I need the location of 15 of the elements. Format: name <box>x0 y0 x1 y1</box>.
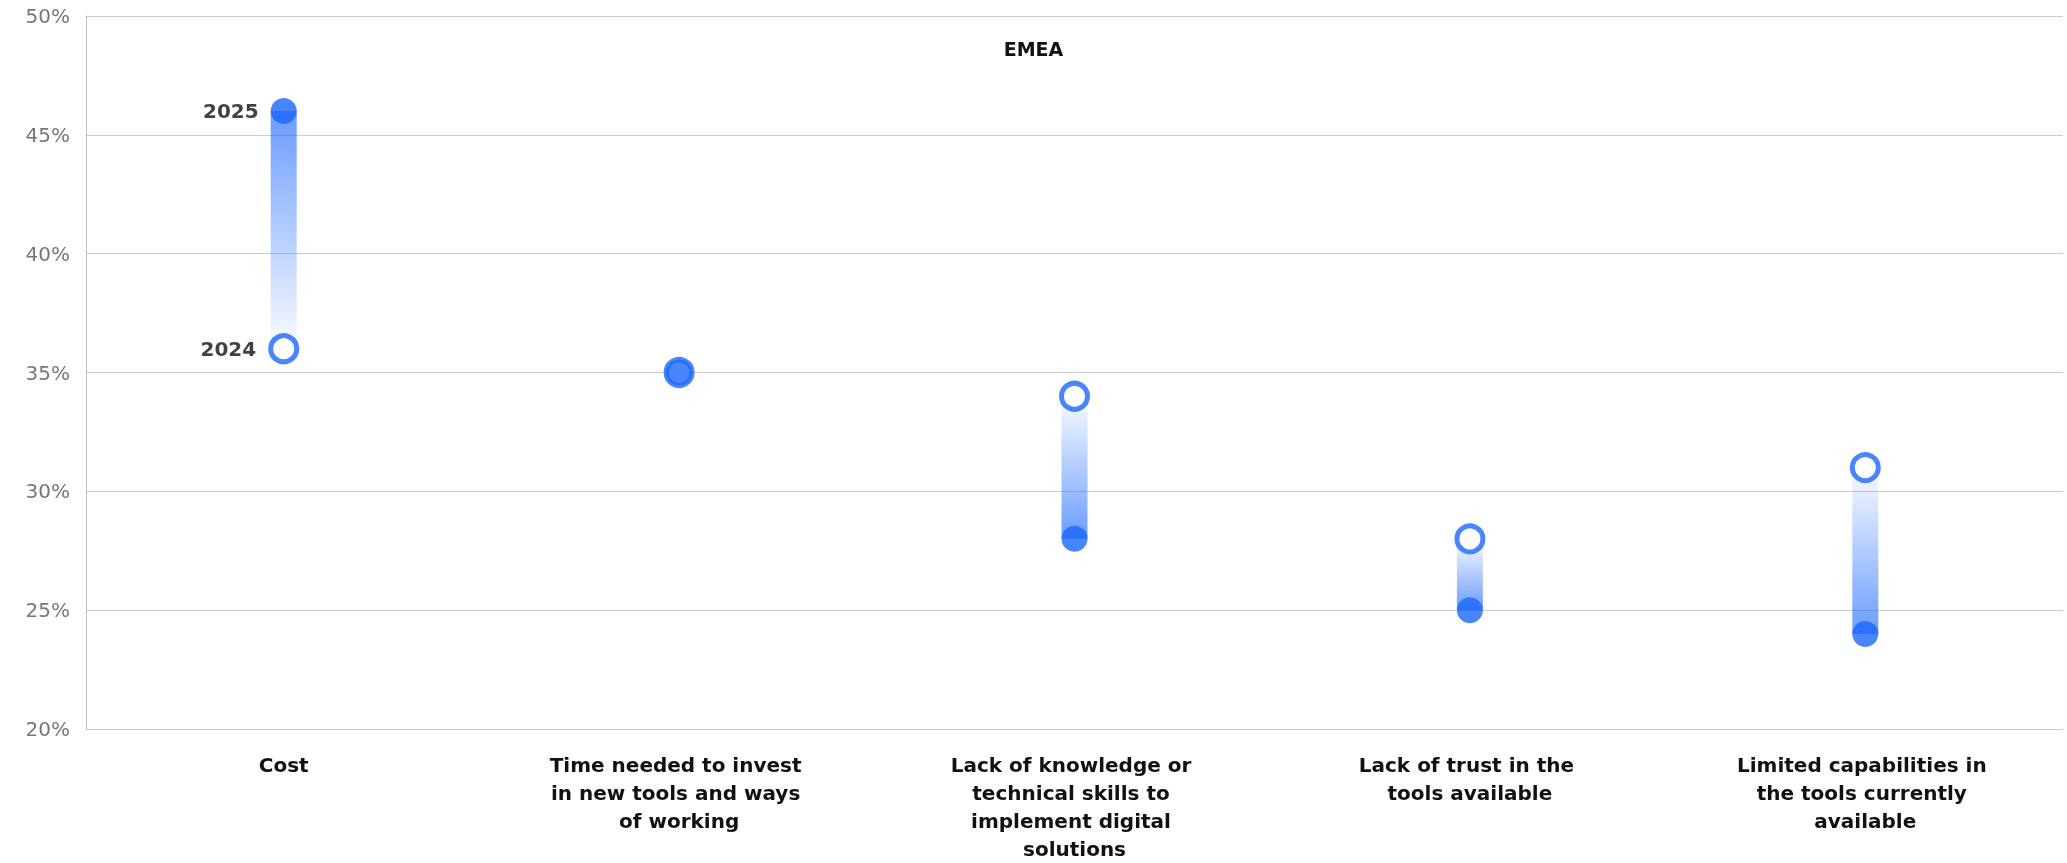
x-tick-label: Limited capabilities in the tools currently available <box>1736 753 1994 833</box>
x-tick-label: Cost <box>258 753 310 777</box>
y-tick-label: 25% <box>25 598 70 623</box>
x-tick-label: Lack of knowledge or technical skills to implement digital solutions <box>950 753 1199 861</box>
text: EMEA <box>1003 37 1064 60</box>
y-tick-label: 40% <box>25 241 70 266</box>
y-tick-label: 50% <box>25 4 70 28</box>
series-label: 2024 <box>200 336 257 361</box>
y-tick-label: 45% <box>25 122 70 147</box>
series-label: 2025 <box>203 99 259 124</box>
y-tick-label: 20% <box>25 717 70 741</box>
y-tick-label: 35% <box>25 360 70 385</box>
x-tick-label: Lack of trust in the tools available <box>1358 753 1582 805</box>
y-tick-label: 30% <box>25 479 70 504</box>
x-tick-label: Time needed to invest in new tools and ways of working <box>549 753 809 833</box>
